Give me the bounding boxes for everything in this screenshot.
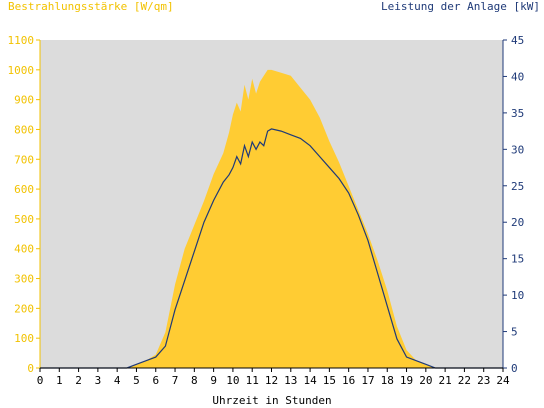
left-tick-label: 600: [14, 183, 34, 196]
right-tick-label: 35: [511, 107, 524, 120]
x-tick-label: 15: [323, 374, 336, 387]
left-tick-label: 800: [14, 123, 34, 136]
x-tick-label: 17: [361, 374, 374, 387]
x-tick-label: 19: [400, 374, 413, 387]
right-axis-title: Leistung der Anlage [kW]: [381, 0, 540, 13]
left-tick-label: 400: [14, 243, 34, 256]
left-tick-label: 900: [14, 94, 34, 107]
x-tick-label: 22: [458, 374, 471, 387]
x-tick-label: 9: [210, 374, 217, 387]
x-tick-label: 7: [172, 374, 179, 387]
left-tick-label: 1100: [8, 34, 35, 47]
x-tick-label: 4: [114, 374, 121, 387]
left-tick-label: 0: [27, 362, 34, 375]
right-tick-label: 0: [511, 362, 518, 375]
x-tick-label: 6: [152, 374, 159, 387]
x-tick-label: 12: [265, 374, 278, 387]
x-axis-title: Uhrzeit in Stunden: [212, 394, 332, 407]
right-tick-label: 25: [511, 180, 524, 193]
right-tick-label: 40: [511, 70, 524, 83]
x-tick-label: 5: [133, 374, 140, 387]
x-tick-label: 24: [496, 374, 510, 387]
right-tick-label: 5: [511, 326, 518, 339]
x-tick-label: 10: [226, 374, 239, 387]
x-tick-label: 23: [477, 374, 490, 387]
x-tick-label: 20: [419, 374, 432, 387]
left-tick-label: 700: [14, 153, 34, 166]
x-tick-label: 18: [381, 374, 394, 387]
right-tick-label: 30: [511, 143, 524, 156]
x-tick-label: 8: [191, 374, 198, 387]
irradiance-area-series: [40, 69, 503, 368]
right-tick-label: 45: [511, 34, 524, 47]
right-tick-label: 15: [511, 253, 524, 266]
x-tick-label: 1: [56, 374, 63, 387]
left-tick-label: 500: [14, 213, 34, 226]
left-tick-label: 1000: [8, 64, 35, 77]
right-tick-label: 10: [511, 289, 524, 302]
right-tick-label: 20: [511, 216, 524, 229]
x-tick-label: 21: [439, 374, 452, 387]
left-tick-label: 100: [14, 332, 34, 345]
left-tick-label: 200: [14, 302, 34, 315]
power-line-series: [40, 128, 503, 369]
left-axis-title: Bestrahlungsstärke [W/qm]: [8, 0, 174, 13]
x-tick-label: 3: [95, 374, 102, 387]
x-tick-label: 2: [75, 374, 82, 387]
x-tick-label: 0: [37, 374, 44, 387]
x-tick-label: 16: [342, 374, 355, 387]
x-tick-label: 14: [303, 374, 317, 387]
x-tick-label: 11: [246, 374, 259, 387]
left-tick-label: 300: [14, 273, 34, 286]
x-tick-label: 13: [284, 374, 297, 387]
